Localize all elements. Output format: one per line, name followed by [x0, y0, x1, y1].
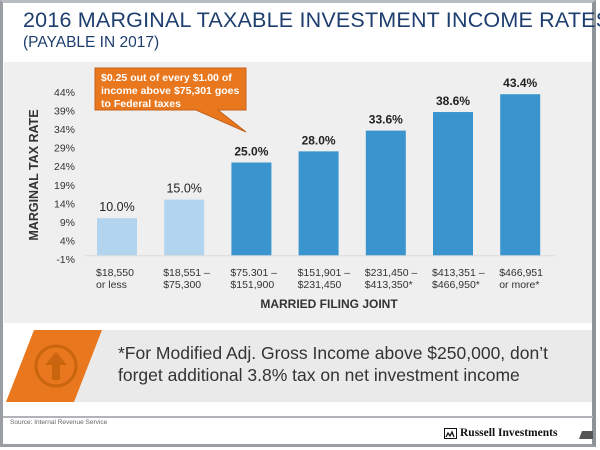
- y-tick-label: 4%: [60, 235, 75, 247]
- brand-name: Russell Investments: [460, 427, 558, 439]
- y-tick-label: 29%: [54, 143, 75, 155]
- russell-logo-icon: [444, 427, 457, 439]
- x-tick-label: $413,350*: [365, 279, 413, 291]
- callout-bubble: [94, 67, 247, 133]
- source-note: Source: Internal Revenue Service: [10, 419, 108, 426]
- brand-logo: Russell Investments: [444, 427, 557, 439]
- corner-decoration: [579, 431, 593, 439]
- bar-chart: -1% 4% 9% 14% 19% 24% 29% 34% 39% 44% 10.0% 15.0% 2…: [54, 67, 555, 291]
- y-tick-label: 19%: [54, 180, 75, 192]
- x-tick-label: $231,450 –: [365, 267, 418, 279]
- bar: [298, 151, 339, 256]
- x-tick-label: $413,351 –: [432, 267, 485, 279]
- x-tick-label: $75,300: [163, 279, 201, 291]
- x-tick-label: $466,950*: [432, 279, 480, 291]
- up-arrow-icon: [34, 344, 78, 388]
- page-subtitle: (PAYABLE IN 2017): [23, 34, 160, 51]
- footer-divider: [3, 416, 593, 418]
- data-label: 15.0%: [166, 182, 201, 196]
- y-tick-label: -1%: [56, 254, 75, 266]
- page-title: 2016 MARGINAL TAXABLE INVESTMENT INCOME …: [23, 8, 600, 32]
- x-tick-label: $466,951: [499, 267, 543, 279]
- note-text: *For Modified Adj. Gross Income above $2…: [118, 343, 548, 385]
- y-tick-label: 39%: [54, 106, 75, 118]
- y-tick-label: 44%: [54, 87, 75, 99]
- y-tick-label: 14%: [54, 198, 75, 210]
- x-tick-label: $18,551 –: [163, 267, 210, 279]
- x-tick-label: or less: [96, 279, 127, 291]
- data-label: 38.6%: [436, 94, 470, 108]
- y-tick-label: 24%: [54, 161, 75, 173]
- x-tick-label: or more*: [499, 279, 539, 291]
- bar: [164, 199, 205, 256]
- bar: [97, 218, 137, 256]
- x-tick-label: $231,450: [298, 279, 342, 291]
- bar: [500, 94, 541, 256]
- x-tick-label: $75.301 –: [230, 267, 277, 279]
- bar: [433, 112, 473, 256]
- x-tick-label: $151,900: [230, 279, 274, 291]
- data-label: 25.0%: [234, 145, 268, 159]
- banner-accent: [6, 330, 102, 402]
- bar: [365, 130, 406, 256]
- note-banner: [36, 330, 592, 402]
- y-tick-label: 9%: [60, 217, 75, 229]
- x-axis-title: MARRIED FILING JOINT: [260, 297, 398, 311]
- data-label: 28.0%: [302, 133, 336, 147]
- x-tick-label: $18,550: [96, 267, 134, 279]
- bar: [231, 162, 272, 256]
- callout-text: $0.25 out of every $1.00 of income above…: [101, 72, 240, 110]
- data-label: 43.4%: [503, 76, 537, 90]
- x-tick-label: $151,901 –: [298, 267, 351, 279]
- data-label: 33.6%: [369, 113, 403, 127]
- y-tick-label: 34%: [54, 124, 75, 136]
- data-label: 10.0%: [99, 200, 134, 214]
